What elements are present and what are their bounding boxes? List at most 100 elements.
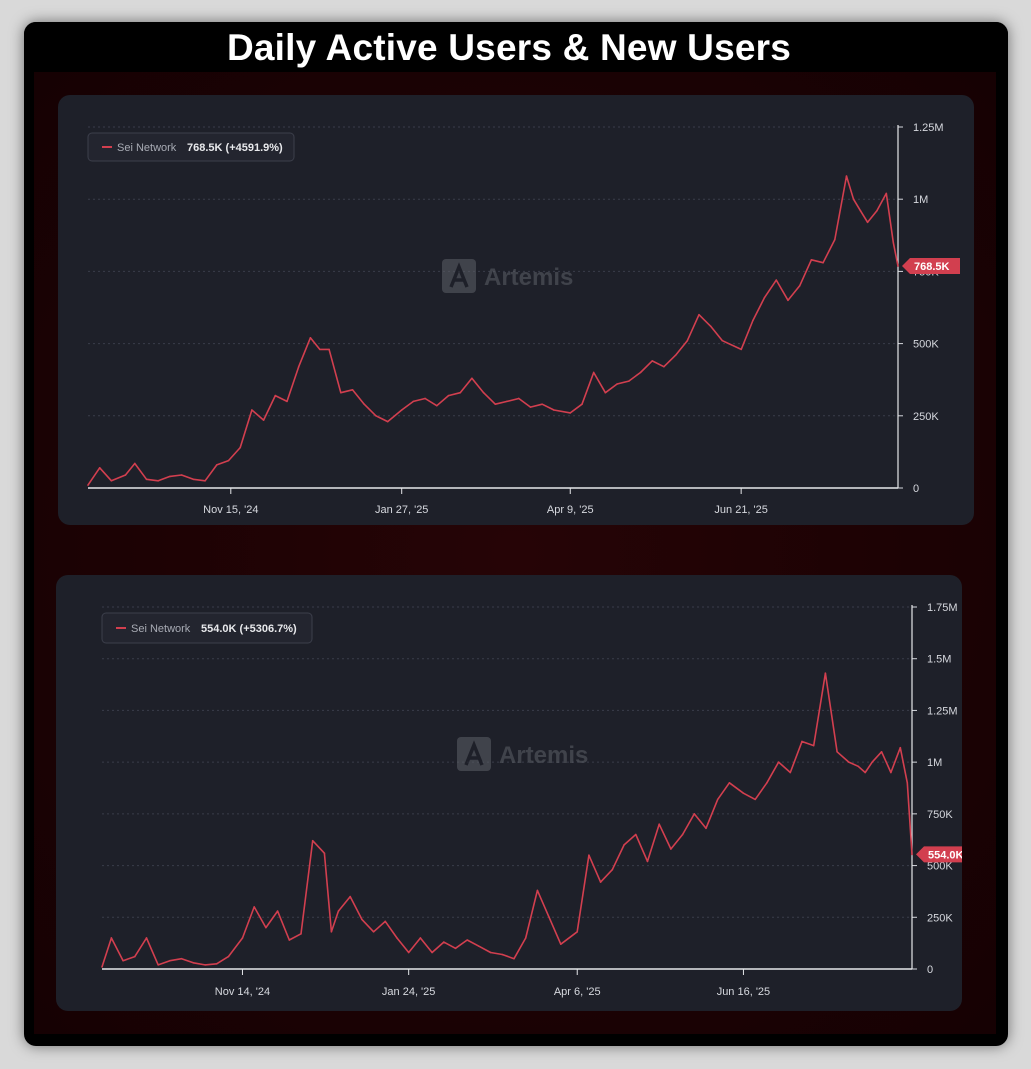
data-point xyxy=(288,939,291,941)
y-tick-label: 1M xyxy=(913,194,928,206)
data-point xyxy=(239,446,241,449)
x-tick-label: Jun 21, '25 xyxy=(714,504,767,516)
data-point xyxy=(845,175,848,177)
data-point xyxy=(157,479,160,482)
data-point xyxy=(262,419,265,421)
title-bar: Daily Active Users & New Users xyxy=(24,22,1008,74)
data-point xyxy=(658,823,660,825)
data-point xyxy=(494,403,497,406)
new-users-chart: 1.75M 1.5M 1.25M 1M 750K 500K 250K 0 Nov 14, '24… xyxy=(101,602,974,998)
data-point xyxy=(880,751,883,753)
data-point xyxy=(728,782,731,784)
data-point xyxy=(911,853,913,856)
data-point xyxy=(789,771,792,774)
data-point xyxy=(529,406,532,408)
data-point xyxy=(192,478,195,481)
data-point xyxy=(897,265,899,267)
data-point xyxy=(576,930,579,933)
y-tick-label: 500K xyxy=(913,339,939,351)
legend-value: 768.5K (+4591.9%) xyxy=(187,142,283,154)
data-point xyxy=(801,740,803,743)
artemis-logo-mark xyxy=(464,740,484,766)
data-point xyxy=(517,397,520,400)
watermark-text: Artemis xyxy=(499,742,588,769)
data-point xyxy=(227,955,230,958)
legend-series-name: Sei Network xyxy=(117,142,177,154)
data-point xyxy=(698,313,700,316)
data-point xyxy=(253,906,255,908)
data-point xyxy=(599,881,602,883)
data-point xyxy=(611,868,614,871)
data-point xyxy=(330,930,333,933)
data-point xyxy=(215,963,218,965)
data-point xyxy=(651,360,653,362)
data-point xyxy=(286,400,288,403)
data-point xyxy=(133,955,136,958)
data-point xyxy=(466,939,469,941)
data-point xyxy=(337,910,340,912)
legend: Sei Network 768.5K (+4591.9%) xyxy=(87,132,295,162)
data-point xyxy=(836,751,838,753)
data-point xyxy=(876,209,878,212)
data-point xyxy=(581,403,583,406)
data-point xyxy=(890,771,892,774)
data-point xyxy=(478,945,480,948)
data-point xyxy=(859,209,862,212)
y-tick-label: 0 xyxy=(913,483,919,495)
data-point xyxy=(471,377,473,380)
data-point xyxy=(616,383,618,385)
data-point xyxy=(670,848,672,850)
x-tick-label: Apr 6, '25 xyxy=(554,986,601,998)
data-point xyxy=(833,238,836,241)
data-point xyxy=(87,484,89,486)
data-point xyxy=(752,319,754,322)
last-value-badge xyxy=(902,258,960,275)
data-point xyxy=(204,964,206,966)
data-point xyxy=(340,391,342,394)
data-point xyxy=(363,403,366,406)
data-point xyxy=(227,459,230,462)
y-tick-label: 0 xyxy=(927,964,933,976)
legend-box xyxy=(87,132,295,162)
watermark-text: Artemis xyxy=(484,264,573,291)
data-point xyxy=(407,951,410,954)
data-point xyxy=(309,337,312,339)
y-tick-label: 500K xyxy=(927,861,953,873)
data-point xyxy=(400,409,403,411)
last-value-label: 554.0K xyxy=(928,849,962,861)
data-point xyxy=(274,394,277,397)
data-point xyxy=(721,339,724,342)
data-point xyxy=(506,400,508,403)
data-point xyxy=(663,365,665,368)
series-line xyxy=(101,672,913,968)
data-point xyxy=(447,394,450,397)
data-point xyxy=(885,192,888,195)
legend-series-name: Sei Network xyxy=(131,623,191,635)
data-point xyxy=(775,279,778,281)
data-point xyxy=(419,937,422,939)
data-point xyxy=(134,462,136,465)
data-point xyxy=(412,400,415,403)
data-point xyxy=(852,198,855,200)
data-point xyxy=(300,933,302,935)
data-point xyxy=(541,403,543,406)
data-point xyxy=(705,827,707,830)
last-value-tag: 768.5K xyxy=(902,258,960,275)
data-point xyxy=(98,466,101,469)
data-point xyxy=(489,951,492,954)
y-tick-label: 1M xyxy=(927,757,942,769)
data-point xyxy=(681,833,684,836)
data-point xyxy=(871,761,874,763)
data-point xyxy=(436,404,438,407)
x-tick-label: Jan 27, '25 xyxy=(375,504,428,516)
x-tick-label: Nov 14, '24 xyxy=(215,986,270,998)
data-point xyxy=(754,798,756,801)
data-point xyxy=(204,479,206,482)
data-point xyxy=(349,895,351,898)
data-point xyxy=(569,412,572,414)
artemis-watermark: Artemis xyxy=(457,737,588,771)
data-point xyxy=(536,889,539,892)
data-point xyxy=(592,371,595,374)
